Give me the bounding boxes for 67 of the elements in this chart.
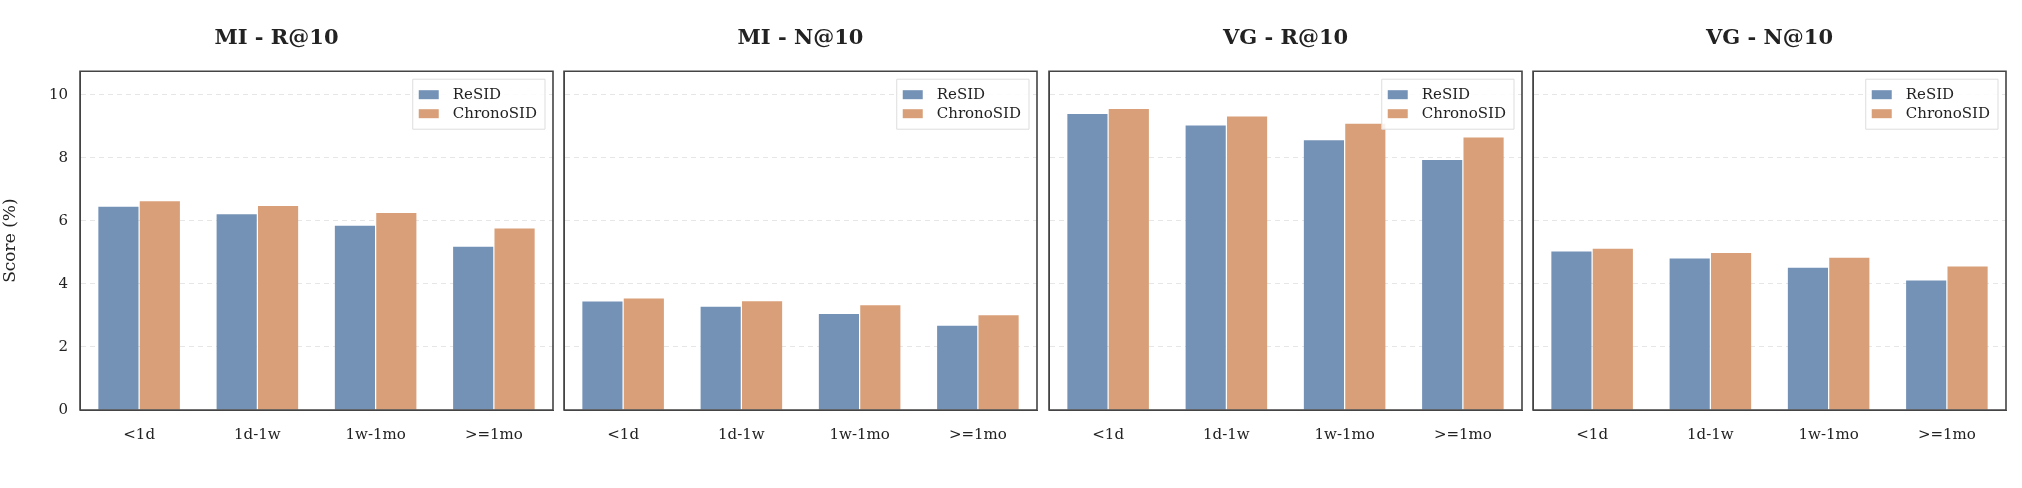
bar xyxy=(216,214,257,410)
x-tick-label: 1w-1mo xyxy=(1314,424,1375,443)
x-tick-label: 1d-1w xyxy=(1203,424,1250,443)
bar xyxy=(1906,280,1947,410)
y-axis-title: Score (%) xyxy=(0,198,19,283)
bar xyxy=(1787,267,1828,410)
bar xyxy=(1067,114,1108,410)
legend-label: ChronoSID xyxy=(1905,104,1991,123)
y-tick-label: 6 xyxy=(58,210,68,229)
bar xyxy=(139,201,180,410)
x-tick-label: 1d-1w xyxy=(718,424,765,443)
x-tick-label: 1d-1w xyxy=(234,424,281,443)
x-tick-label: 1w-1mo xyxy=(345,424,406,443)
bar xyxy=(860,305,901,410)
bar xyxy=(937,325,978,410)
bar xyxy=(1829,257,1870,410)
bar xyxy=(1551,251,1592,410)
bar xyxy=(582,301,623,410)
y-tick-label: 2 xyxy=(58,336,68,355)
bar xyxy=(1669,258,1710,410)
legend-label: ReSID xyxy=(452,85,502,104)
bar xyxy=(334,225,375,410)
y-tick-label: 10 xyxy=(48,84,68,103)
bar xyxy=(1185,125,1226,410)
y-tick-label: 0 xyxy=(58,399,68,418)
legend-label: ReSID xyxy=(936,85,986,104)
legend-label: ChronoSID xyxy=(936,104,1022,123)
x-tick-label: 1w-1mo xyxy=(1798,424,1859,443)
bar xyxy=(1345,123,1386,410)
chart-title: MI - N@10 xyxy=(737,24,864,50)
x-tick-label: >=1mo xyxy=(1917,424,1976,443)
bar xyxy=(742,301,783,410)
bar xyxy=(494,228,535,410)
bar xyxy=(1463,137,1504,410)
bar xyxy=(1303,140,1344,410)
legend-label: ChronoSID xyxy=(452,104,538,123)
bar xyxy=(1227,116,1268,410)
x-tick-label: <1d xyxy=(1576,424,1609,443)
bar xyxy=(978,315,1019,410)
bar xyxy=(376,213,417,410)
bar xyxy=(1947,266,1988,410)
bar xyxy=(818,313,859,410)
legend-label: ReSID xyxy=(1905,85,1955,104)
chart-title: VG - N@10 xyxy=(1705,24,1833,50)
bar xyxy=(700,306,741,410)
bar xyxy=(623,298,664,410)
x-tick-label: <1d xyxy=(123,424,156,443)
bar xyxy=(1592,248,1633,410)
bar xyxy=(1422,160,1463,410)
bar xyxy=(1711,253,1752,410)
bar xyxy=(1108,109,1149,410)
x-tick-label: <1d xyxy=(607,424,640,443)
chart-title: VG - R@10 xyxy=(1221,24,1349,50)
legend-label: ChronoSID xyxy=(1421,104,1507,123)
x-tick-label: 1d-1w xyxy=(1687,424,1734,443)
x-tick-label: 1w-1mo xyxy=(829,424,890,443)
y-tick-label: 4 xyxy=(58,273,68,292)
bar xyxy=(258,206,299,410)
chart-title: MI - R@10 xyxy=(214,24,339,50)
x-tick-label: >=1mo xyxy=(1433,424,1492,443)
x-tick-label: <1d xyxy=(1092,424,1125,443)
y-tick-label: 8 xyxy=(58,147,68,166)
legend-label: ReSID xyxy=(1421,85,1471,104)
bar xyxy=(453,246,494,410)
x-tick-label: >=1mo xyxy=(464,424,523,443)
bar xyxy=(98,206,139,410)
x-tick-label: >=1mo xyxy=(948,424,1007,443)
